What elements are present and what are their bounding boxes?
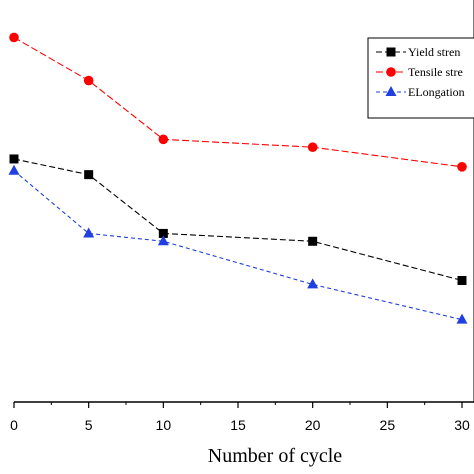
data-point <box>457 275 467 285</box>
data-point <box>83 75 94 86</box>
data-point <box>157 235 169 246</box>
data-point <box>457 162 467 172</box>
x-tick-label: 30 <box>454 417 470 433</box>
data-point <box>307 278 319 289</box>
data-point <box>9 154 19 164</box>
x-axis-ticks: 0 5 10 15 20 25 30 <box>10 402 470 433</box>
legend-label: ELongation <box>408 85 465 99</box>
series-line <box>13 158 463 282</box>
plot-area <box>8 0 474 403</box>
legend-label: Yield stren <box>408 45 460 59</box>
legend-marker <box>386 47 396 57</box>
legend-label: Tensile stre <box>408 65 463 79</box>
data-point <box>9 32 19 43</box>
legend-marker <box>385 86 397 96</box>
legend: Yield stren Tensile stre ELongation <box>367 37 474 119</box>
data-point <box>308 236 318 246</box>
data-point <box>84 170 94 180</box>
x-axis-title: Number of cycle <box>208 445 343 467</box>
x-tick-label: 0 <box>10 417 18 433</box>
series-2 <box>8 164 468 324</box>
x-tick-label: 10 <box>156 417 172 433</box>
data-point <box>456 313 468 324</box>
legend-marker <box>386 67 396 77</box>
data-point <box>158 134 169 145</box>
series-1 <box>9 32 467 172</box>
series-0 <box>9 154 467 285</box>
series-line <box>13 170 463 321</box>
data-point <box>307 142 318 152</box>
x-tick-label: 25 <box>380 417 396 433</box>
x-tick-label: 20 <box>305 417 321 433</box>
x-tick-label: 15 <box>230 417 246 433</box>
data-point <box>158 228 168 238</box>
data-point <box>83 227 95 238</box>
data-point <box>8 164 20 175</box>
legend-box <box>367 37 474 119</box>
x-tick-label: 5 <box>85 417 93 433</box>
